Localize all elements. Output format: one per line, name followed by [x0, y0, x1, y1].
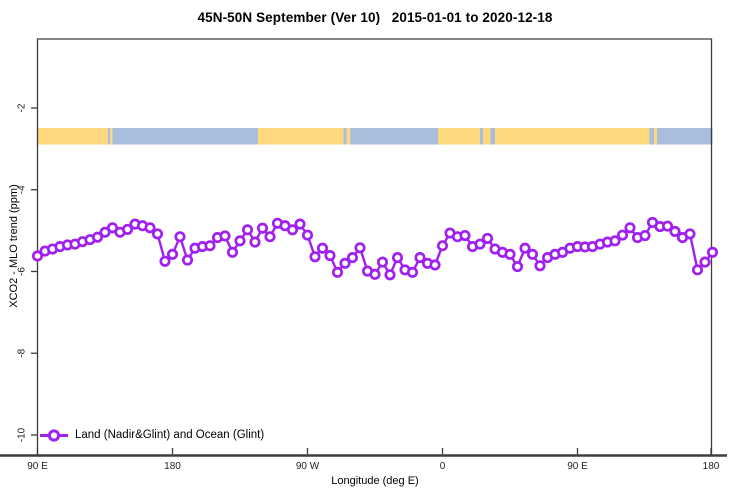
data-point-marker: [339, 257, 351, 269]
data-point-marker: [376, 256, 389, 268]
data-point-marker: [526, 248, 539, 260]
x-tick-label: 90 W: [296, 461, 320, 472]
data-point-marker: [219, 230, 231, 242]
data-point-marker: [316, 242, 329, 254]
data-point-marker: [616, 229, 629, 241]
data-point-marker: [661, 220, 674, 232]
data-point-marker: [624, 222, 636, 234]
data-point-marker: [144, 222, 156, 234]
data-point-marker: [639, 229, 651, 242]
data-point-marker: [226, 246, 239, 258]
data-point-marker: [241, 224, 254, 236]
x-axis-label: Longitude (deg E): [331, 475, 419, 487]
y-tick-label: -4: [17, 185, 28, 194]
data-point-marker: [519, 242, 531, 254]
data-point-marker: [414, 252, 426, 264]
data-point-marker: [31, 250, 44, 262]
data-point-marker: [204, 240, 216, 252]
ocean-band-segment: [490, 128, 495, 145]
data-point-marker: [684, 228, 696, 240]
land-band-segment: [346, 128, 351, 145]
data-point-marker: [286, 224, 299, 236]
data-point-marker: [436, 240, 449, 252]
chart-title: 45N-50N September (Ver 10) 2015-01-01 to…: [197, 10, 553, 25]
land-band-segment: [483, 128, 491, 145]
x-tick-label: 90 E: [567, 461, 588, 472]
plot-box-border: [36, 38, 713, 455]
data-point-marker: [301, 229, 314, 241]
land-band-segment: [258, 128, 344, 145]
data-point-marker: [309, 251, 321, 263]
data-point-marker: [474, 238, 486, 250]
x-tick-label: 180: [164, 461, 181, 472]
ocean-band-segment: [350, 128, 438, 145]
data-point-marker: [429, 259, 441, 271]
data-point-marker: [264, 231, 276, 243]
ocean-band-segment: [657, 128, 713, 145]
ocean-band-segment: [108, 128, 111, 145]
data-point-marker: [609, 235, 621, 247]
data-point-marker: [699, 256, 711, 268]
land-band-segment: [654, 128, 657, 145]
data-point-marker: [234, 235, 246, 247]
y-tick-label: -8: [17, 348, 28, 357]
data-point-marker: [151, 228, 164, 240]
legend-label: Land (Nadir&Glint) and Ocean (Glint): [75, 429, 265, 441]
land-band-segment: [110, 128, 113, 145]
y-tick-label: -6: [17, 267, 28, 276]
ocean-band-segment: [480, 128, 483, 145]
data-point-marker: [384, 269, 396, 281]
data-point-marker: [504, 248, 516, 260]
x-tick-label: 0: [440, 461, 446, 472]
data-point-marker: [406, 266, 419, 278]
data-point-marker: [249, 236, 261, 248]
data-point-marker: [369, 268, 381, 280]
data-point-marker: [106, 222, 119, 234]
data-point-marker: [324, 250, 336, 262]
data-point-marker: [706, 246, 719, 258]
data-point-marker: [294, 218, 306, 230]
data-point-marker: [181, 254, 194, 266]
data-point-marker: [346, 252, 359, 264]
data-point-marker: [354, 242, 366, 254]
data-point-marker: [459, 229, 471, 242]
data-point-marker: [166, 248, 179, 260]
series-line: [36, 221, 714, 276]
data-point-marker: [669, 225, 681, 237]
data-point-marker: [481, 232, 494, 244]
data-point-marker: [99, 226, 111, 238]
data-point-marker: [121, 223, 134, 235]
data-point-marker: [256, 222, 269, 234]
data-point-marker: [331, 266, 344, 278]
land-band-segment: [438, 128, 480, 145]
x-tick-label: 90 E: [27, 461, 48, 472]
data-point-marker: [534, 260, 546, 272]
data-point-marker: [91, 231, 104, 243]
ocean-band-segment: [343, 128, 347, 145]
y-tick-label: -10: [17, 427, 28, 442]
land-band-segment: [495, 128, 650, 145]
x-tick-label: 180: [703, 461, 720, 472]
ocean-band-segment: [649, 128, 654, 145]
data-point-marker: [174, 231, 186, 243]
data-point-marker: [511, 261, 524, 273]
land-band-segment: [37, 128, 108, 145]
y-tick-label: -2: [17, 103, 28, 112]
data-point-marker: [391, 252, 404, 264]
legend-marker-sample: [47, 429, 61, 442]
data-point-marker: [691, 264, 704, 276]
data-point-marker: [159, 255, 171, 267]
ocean-band-segment: [112, 128, 258, 145]
